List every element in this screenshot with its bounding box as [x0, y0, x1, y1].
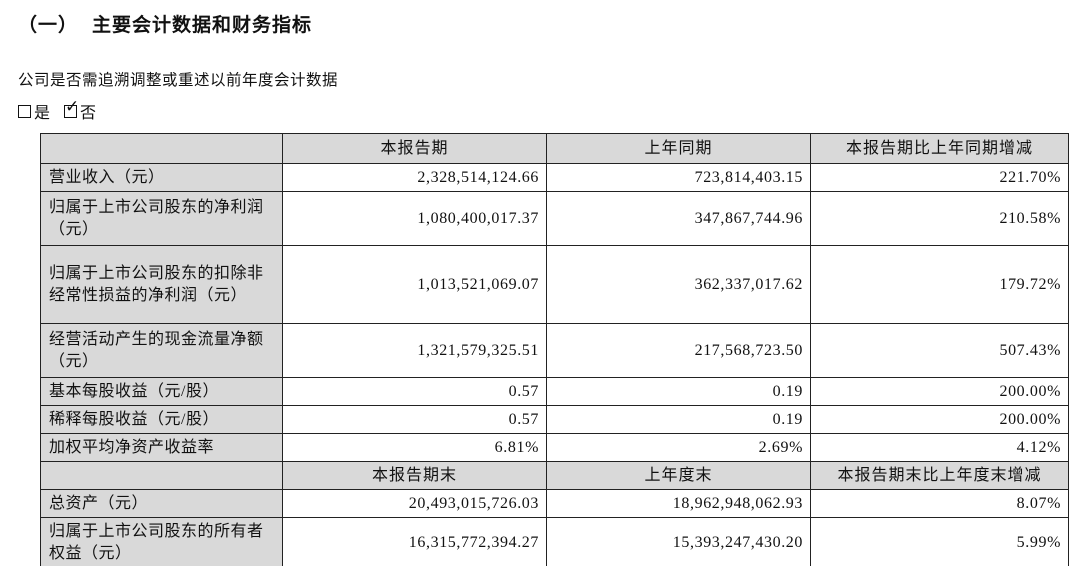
- yearend-header-row: 本报告期末 上年度末 本报告期末比上年度末增减: [40, 461, 1069, 490]
- cell-change: 5.99%: [810, 517, 1069, 566]
- header-yearend-change: 本报告期末比上年度末增减: [810, 461, 1069, 490]
- cell-prior: 0.19: [546, 377, 811, 406]
- cell-change: 210.58%: [810, 191, 1069, 246]
- restate-question: 公司是否需追溯调整或重述以前年度会计数据: [18, 72, 339, 89]
- cell-prior: 15,393,247,430.20: [546, 517, 811, 566]
- row-label: 营业收入（元）: [40, 163, 283, 192]
- cell-current: 1,080,400,017.37: [282, 191, 547, 246]
- checkbox-no-label: 否: [80, 105, 97, 122]
- cell-prior: 18,962,948,062.93: [546, 489, 811, 518]
- header-empty-cell: [40, 461, 283, 490]
- header-period-change: 本报告期比上年同期增减: [810, 133, 1069, 164]
- cell-prior: 347,867,744.96: [546, 191, 811, 246]
- table-row-operating-cash-flow: 经营活动产生的现金流量净额（元） 1,321,579,325.51 217,56…: [40, 323, 1069, 378]
- cell-prior: 0.19: [546, 405, 811, 434]
- cell-current: 20,493,015,726.03: [282, 489, 547, 518]
- cell-current: 0.57: [282, 377, 547, 406]
- cell-change: 200.00%: [810, 377, 1069, 406]
- table-row-diluted-eps: 稀释每股收益（元/股） 0.57 0.19 200.00%: [40, 405, 1069, 434]
- cell-prior: 723,814,403.15: [546, 163, 811, 192]
- cell-change: 221.70%: [810, 163, 1069, 192]
- header-period-end: 本报告期末: [282, 461, 547, 490]
- cell-prior: 217,568,723.50: [546, 323, 811, 378]
- cell-change: 507.43%: [810, 323, 1069, 378]
- cell-change: 179.72%: [810, 245, 1069, 324]
- section-title-text: 主要会计数据和财务指标: [92, 15, 313, 36]
- table-row-revenue: 营业收入（元） 2,328,514,124.66 723,814,403.15 …: [40, 163, 1069, 192]
- cell-current: 1,013,521,069.07: [282, 245, 547, 324]
- header-current-period: 本报告期: [282, 133, 547, 164]
- checkbox-no-checked-icon: ✓: [64, 98, 79, 118]
- cell-change: 8.07%: [810, 489, 1069, 518]
- cell-change: 200.00%: [810, 405, 1069, 434]
- period-header-row: 本报告期 上年同期 本报告期比上年同期增减: [40, 133, 1069, 164]
- table-row-basic-eps: 基本每股收益（元/股） 0.57 0.19 200.00%: [40, 377, 1069, 406]
- cell-current: 0.57: [282, 405, 547, 434]
- table-row-weighted-avg-roe: 加权平均净资产收益率 6.81% 2.69% 4.12%: [40, 433, 1069, 462]
- row-label: 经营活动产生的现金流量净额（元）: [40, 323, 283, 378]
- header-empty-cell: [40, 133, 283, 164]
- checkbox-yes-label: 是: [34, 105, 51, 122]
- header-prior-yearend: 上年度末: [546, 461, 811, 490]
- check-mark-icon: ✓: [65, 96, 80, 117]
- section-title: （一） 主要会计数据和财务指标: [18, 10, 1080, 37]
- financial-indicators-table: 本报告期 上年同期 本报告期比上年同期增减 营业收入（元） 2,328,514,…: [40, 133, 1069, 566]
- cell-current: 2,328,514,124.66: [282, 163, 547, 192]
- row-label: 总资产（元）: [40, 489, 283, 518]
- table-row-total-assets: 总资产（元） 20,493,015,726.03 18,962,948,062.…: [40, 489, 1069, 518]
- section-number: （一）: [18, 15, 79, 36]
- cell-prior: 362,337,017.62: [546, 245, 811, 324]
- row-label: 归属于上市公司股东的净利润（元）: [40, 191, 283, 246]
- table-row-net-profit-excl-nonrecurring: 归属于上市公司股东的扣除非经常性损益的净利润（元） 1,013,521,069.…: [40, 245, 1069, 324]
- row-label: 基本每股收益（元/股）: [40, 377, 283, 406]
- row-label: 稀释每股收益（元/股）: [40, 405, 283, 434]
- row-label: 归属于上市公司股东的所有者权益（元）: [40, 517, 283, 566]
- row-label: 归属于上市公司股东的扣除非经常性损益的净利润（元）: [40, 245, 283, 324]
- cell-change: 4.12%: [810, 433, 1069, 462]
- table-row-owners-equity: 归属于上市公司股东的所有者权益（元） 16,315,772,394.27 15,…: [40, 517, 1069, 566]
- checkbox-yes-unchecked-icon: [18, 104, 31, 118]
- header-prior-period: 上年同期: [546, 133, 811, 164]
- cell-current: 16,315,772,394.27: [282, 517, 547, 566]
- restate-answer-row: 是 ✓ 否: [18, 98, 1080, 123]
- cell-current: 1,321,579,325.51: [282, 323, 547, 378]
- table-row-net-profit: 归属于上市公司股东的净利润（元） 1,080,400,017.37 347,86…: [40, 191, 1069, 246]
- row-label: 加权平均净资产收益率: [40, 433, 283, 462]
- cell-current: 6.81%: [282, 433, 547, 462]
- cell-prior: 2.69%: [546, 433, 811, 462]
